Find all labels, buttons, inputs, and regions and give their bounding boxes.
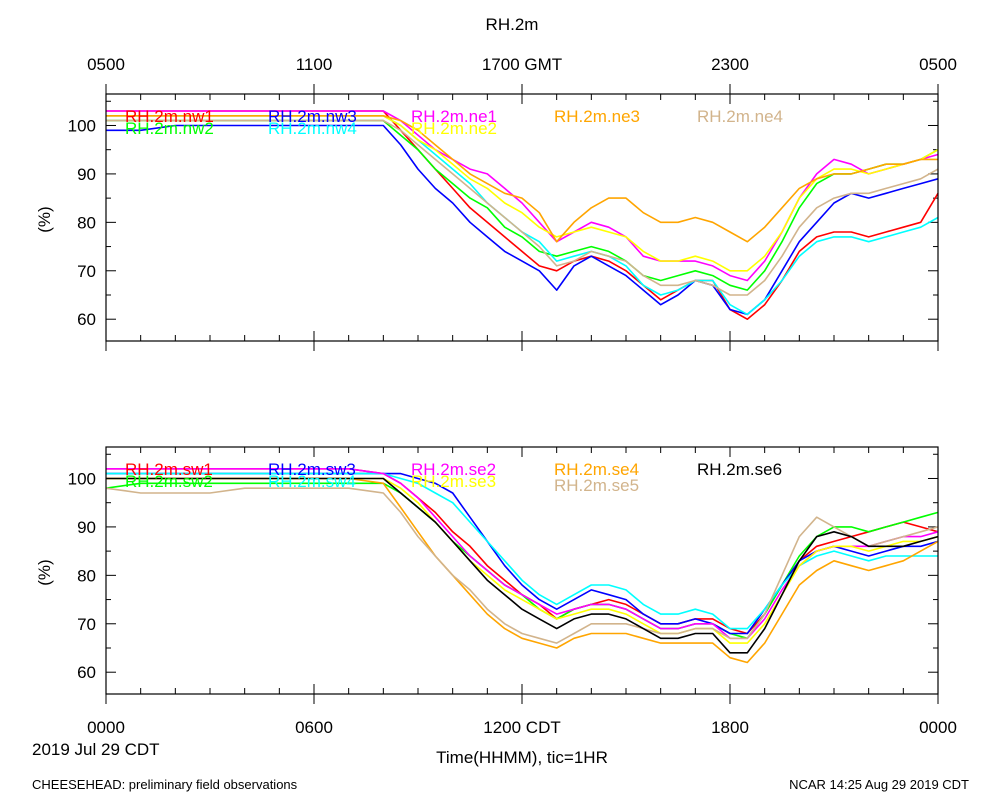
top-y-tick-label: 70 — [77, 262, 96, 281]
top-y-axis-label: (%) — [35, 206, 54, 232]
bottom-y-axis-label: (%) — [35, 559, 54, 585]
bottom-y-tick-label: 80 — [77, 566, 96, 585]
bottom-y-tick-label: 90 — [77, 518, 96, 537]
legend-RH-2m-sw2: RH.2m.sw2 — [125, 472, 213, 491]
legend-RH-2m-se5: RH.2m.se5 — [554, 476, 639, 495]
series-line-RH-2m-ne3 — [106, 115, 938, 243]
top-y-tick-label: 80 — [77, 213, 96, 232]
legend-RH-2m-sw1: RH.2m.sw1 — [125, 460, 213, 479]
legend-RH-2m-se3: RH.2m.se3 — [411, 472, 496, 491]
footer-left: CHEESEHEAD: preliminary field observatio… — [32, 777, 298, 792]
bottom-time-label-3: 1800 — [711, 718, 749, 737]
legend-RH-2m-ne3: RH.2m.ne3 — [554, 107, 640, 126]
series-line-RH-2m-se6 — [106, 477, 939, 654]
bottom-time-label-1: 0600 — [295, 718, 333, 737]
legend-RH-2m-nw2: RH.2m.nw2 — [125, 119, 214, 138]
legend-RH-2m-nw3: RH.2m.nw3 — [268, 107, 357, 126]
legend-RH-2m-ne2: RH.2m.ne2 — [411, 119, 497, 138]
series-line-RH-2m-nw2 — [106, 119, 939, 291]
bottom-time-label-2: 1200 CDT — [483, 718, 560, 737]
footer-right: NCAR 14:25 Aug 29 2019 CDT — [789, 777, 969, 792]
series-line-RH-2m-nw4 — [106, 115, 939, 316]
series-line-RH-2m-nw1 — [106, 110, 939, 321]
top-time-label-4: 0500 — [919, 55, 957, 74]
series-line-RH-2m-se3 — [106, 477, 939, 644]
series-line-RH-2m-ne2 — [106, 115, 939, 272]
bottom-y-tick-label: 60 — [77, 663, 96, 682]
series-line-RH-2m-se4 — [106, 477, 939, 664]
legend-RH-2m-nw1: RH.2m.nw1 — [125, 107, 214, 126]
bottom-y-tick-label: 70 — [77, 615, 96, 634]
legend-RH-2m-sw4: RH.2m.sw4 — [268, 472, 356, 491]
top-y-tick-label: 100 — [68, 116, 96, 135]
bottom-plot-frame — [105, 446, 939, 695]
series-line-RH-2m-ne4 — [106, 119, 939, 296]
figure-title: RH.2m — [486, 15, 539, 34]
legend-RH-2m-se6: RH.2m.se6 — [697, 460, 782, 479]
bottom-time-label-0: 0000 — [87, 718, 125, 737]
date-label: 2019 Jul 29 CDT — [32, 740, 160, 759]
top-time-label-0: 0500 — [87, 55, 125, 74]
legend-RH-2m-sw3: RH.2m.sw3 — [268, 460, 356, 479]
legend-RH-2m-se4: RH.2m.se4 — [554, 460, 639, 479]
top-time-label-1: 1100 — [296, 55, 333, 74]
series-line-RH-2m-sw2 — [105, 482, 939, 640]
top-y-tick-label: 90 — [77, 165, 96, 184]
bottom-y-tick-label: 100 — [68, 469, 96, 488]
top-y-tick-label: 60 — [77, 310, 96, 329]
top-time-label-2: 1700 GMT — [482, 55, 562, 74]
series-line-RH-2m-se5 — [105, 487, 939, 644]
bottom-time-label-4: 0000 — [919, 718, 957, 737]
legend-RH-2m-ne1: RH.2m.ne1 — [411, 107, 497, 126]
series-line-RH-2m-sw4 — [106, 472, 938, 630]
top-time-label-3: 2300 — [711, 55, 749, 74]
series-line-RH-2m-ne1 — [106, 110, 939, 282]
top-plot-frame — [105, 93, 939, 342]
x-axis-label: Time(HHMM), tic=1HR — [436, 748, 608, 767]
legend-RH-2m-nw4: RH.2m.nw4 — [268, 119, 357, 138]
series-line-RH-2m-nw3 — [106, 124, 939, 316]
legend-RH-2m-ne4: RH.2m.ne4 — [697, 107, 783, 126]
legend-RH-2m-se2: RH.2m.se2 — [411, 460, 496, 479]
